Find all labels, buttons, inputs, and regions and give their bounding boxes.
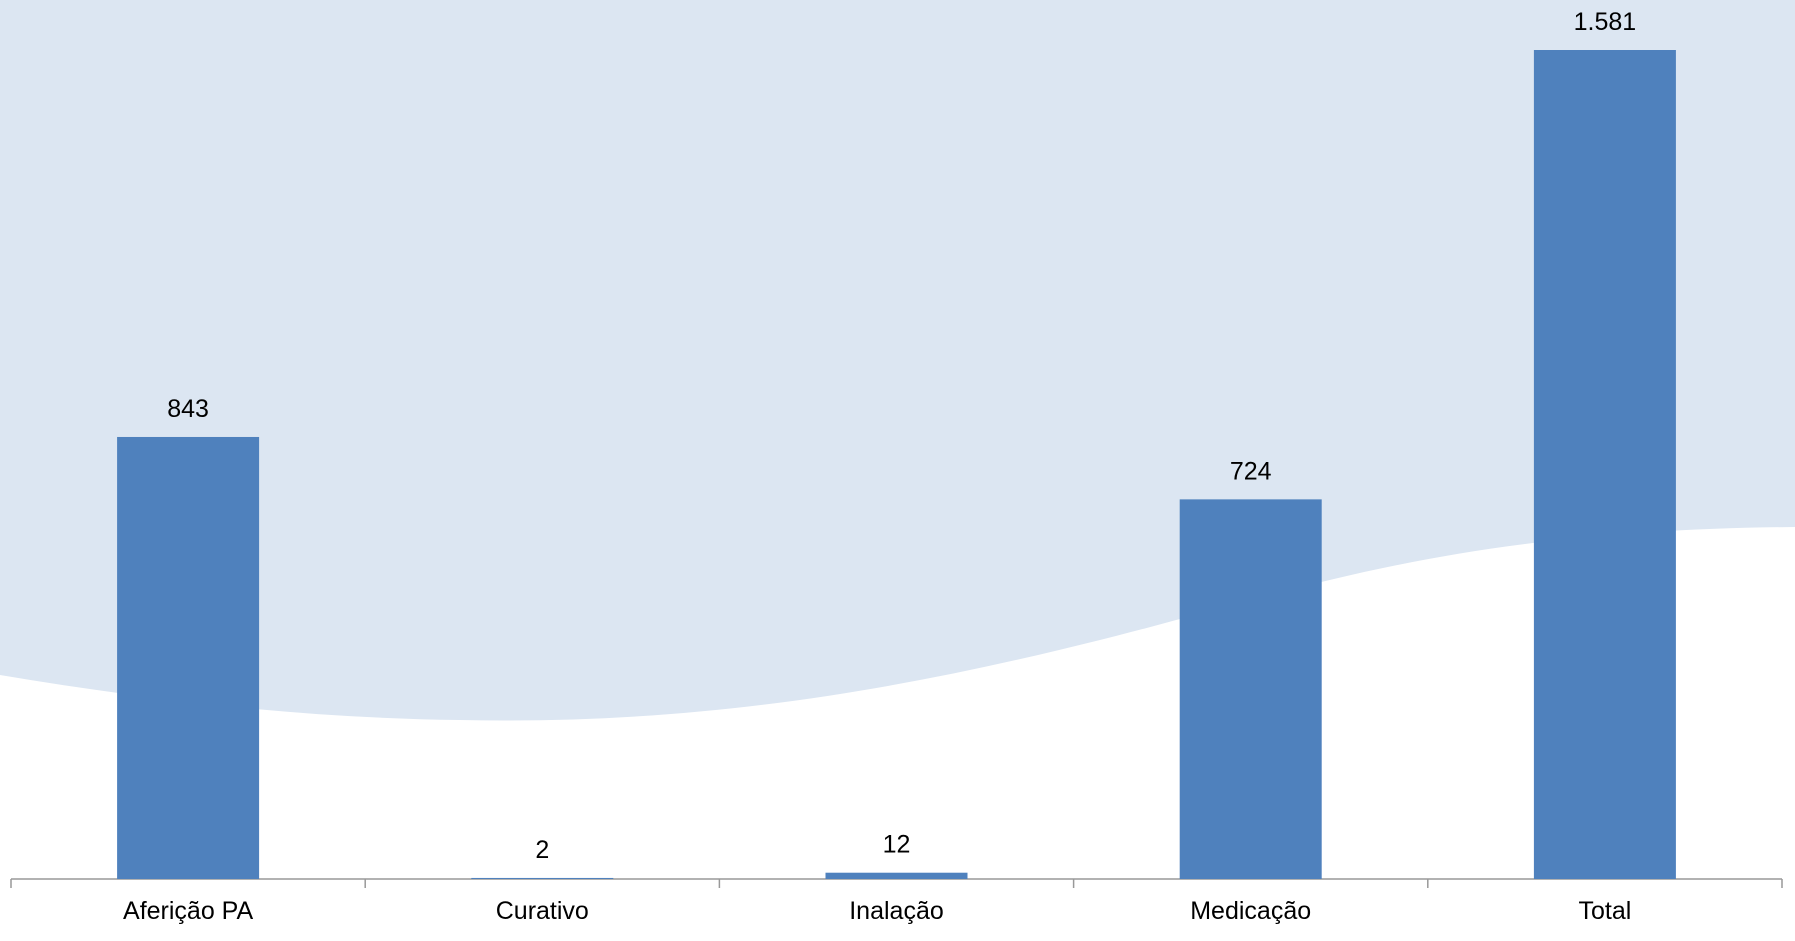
value-label: 724	[1230, 457, 1272, 485]
value-label: 12	[883, 831, 911, 859]
bar	[117, 436, 260, 879]
x-tick-label: Aferição PA	[123, 897, 253, 925]
value-label: 843	[167, 395, 209, 423]
bar	[825, 872, 968, 879]
value-label: 2	[535, 836, 549, 864]
background-wave	[0, 0, 1795, 721]
x-tick-label: Curativo	[496, 897, 589, 925]
x-tick-label: Total	[1578, 897, 1631, 925]
x-tick-label: Medicação	[1190, 897, 1311, 925]
value-label: 1.581	[1574, 8, 1637, 36]
x-tick-label: Inalação	[849, 897, 944, 925]
bar	[1533, 50, 1676, 879]
bar	[1179, 499, 1322, 879]
bar	[471, 877, 614, 879]
